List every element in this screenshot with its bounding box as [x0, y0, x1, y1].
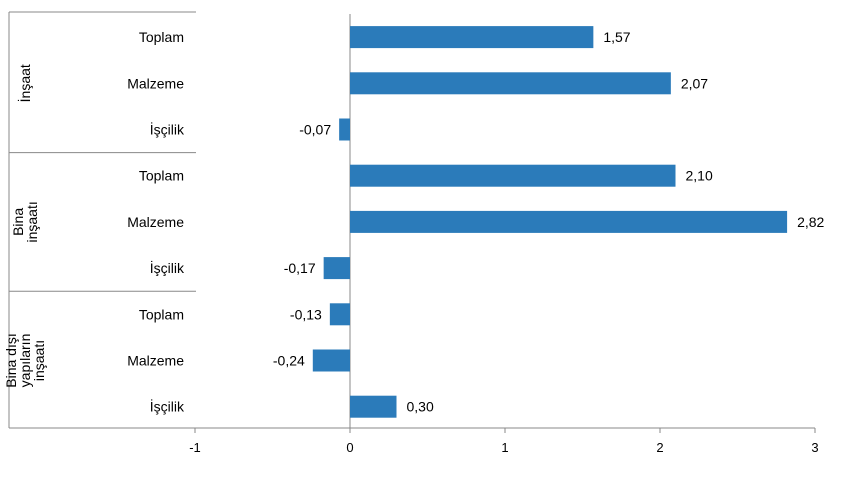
- bar: [339, 118, 350, 141]
- data-label: -0,24: [273, 353, 305, 369]
- group-label-line: inşaatı: [31, 340, 47, 381]
- group-label-line: inşaatı: [24, 201, 40, 242]
- data-label: -0,07: [299, 122, 331, 138]
- group-label-line: yapıların: [17, 334, 33, 388]
- data-label: 1,57: [603, 29, 630, 45]
- x-tick-label: 3: [811, 440, 818, 455]
- category-label: Malzeme: [127, 214, 184, 230]
- chart-labels: Toplam 1,57 Malzeme 2,07 İşçilik -0,07 İnşaat T…: [3, 29, 825, 415]
- category-label: İşçilik: [150, 259, 185, 276]
- x-tick-label: 1: [501, 440, 508, 455]
- group-label-line: Bina dışı: [3, 333, 19, 387]
- category-label: İşçilik: [150, 121, 185, 138]
- data-label: 2,10: [686, 168, 713, 184]
- category-label: İşçilik: [150, 398, 185, 415]
- group-label: Bina dışıyapılarıninşaatı: [3, 333, 47, 387]
- bar: [350, 26, 594, 49]
- bar: [350, 164, 676, 187]
- bar: [323, 257, 350, 280]
- group-label: Binainşaatı: [10, 201, 40, 242]
- data-label: 2,82: [797, 214, 824, 230]
- x-tick-label: 2: [656, 440, 663, 455]
- bar: [312, 349, 350, 372]
- group-label-line: Bina: [10, 208, 26, 236]
- category-label: Malzeme: [127, 75, 184, 91]
- category-label: Toplam: [139, 168, 184, 184]
- group-label: İnşaat: [16, 64, 33, 102]
- category-label: Toplam: [139, 29, 184, 45]
- data-label: 0,30: [407, 399, 434, 415]
- x-tick-label: 0: [346, 440, 353, 455]
- bar: [350, 210, 788, 233]
- x-tick-label: -1: [189, 440, 201, 455]
- group-label-line: İnşaat: [16, 64, 33, 102]
- bar: [350, 395, 397, 418]
- bar: [329, 303, 350, 326]
- bar: [350, 72, 671, 95]
- data-label: -0,17: [284, 260, 316, 276]
- category-label: Malzeme: [127, 353, 184, 369]
- bar-series: [312, 26, 788, 418]
- category-label: Toplam: [139, 306, 184, 322]
- group-separators: [8, 11, 196, 428]
- data-label: -0,13: [290, 306, 322, 322]
- data-label: 2,07: [681, 75, 708, 91]
